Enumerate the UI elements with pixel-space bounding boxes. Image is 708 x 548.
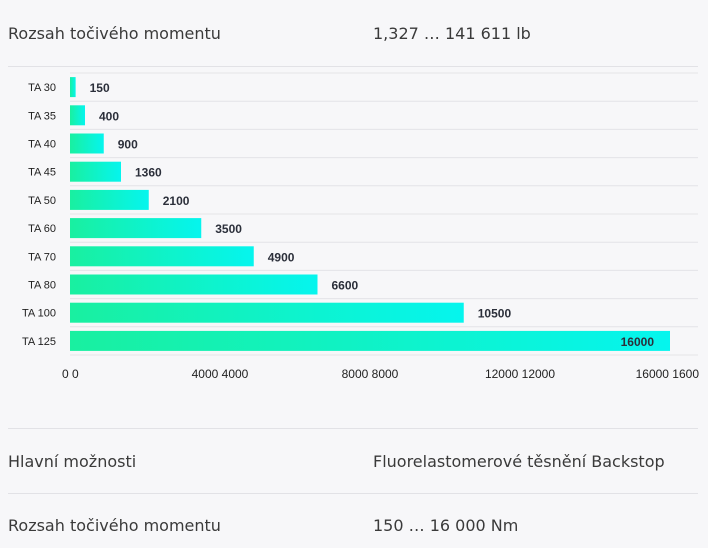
- torque-range-value-lb: 1,327 … 141 611 lb: [373, 24, 531, 43]
- bar-ta-125: [70, 330, 670, 351]
- category-label: TA 30: [28, 82, 56, 94]
- torque-range-value-nm: 150 … 16 000 Nm: [373, 516, 519, 535]
- bar-ta-30: [70, 77, 76, 98]
- data-label: 900: [118, 138, 138, 152]
- bar-ta-40: [70, 133, 104, 154]
- main-options-label: Hlavní možnosti: [8, 452, 137, 471]
- category-label: TA 80: [28, 280, 56, 292]
- divider-bottom: [8, 493, 698, 494]
- data-label: 1360: [135, 166, 162, 180]
- category-label: TA 125: [22, 336, 56, 348]
- torque-range-label-bottom: Rozsah točivého momentu: [8, 516, 221, 535]
- main-options-value: Fluorelastomerové těsnění Backstop: [373, 452, 665, 471]
- category-label: TA 35: [28, 110, 56, 122]
- torque-range-label: Rozsah točivého momentu: [8, 24, 221, 43]
- data-label: 10500: [478, 307, 512, 321]
- data-label: 400: [99, 109, 119, 123]
- x-tick-label: 4000 4000: [192, 367, 249, 381]
- category-label: TA 45: [28, 167, 56, 179]
- data-label: 16000: [621, 335, 655, 349]
- x-tick-label: 0 0: [62, 367, 79, 381]
- category-label: TA 70: [28, 251, 56, 263]
- divider-top: [8, 66, 698, 67]
- bar-ta-45: [70, 161, 121, 182]
- category-label: TA 50: [28, 195, 56, 207]
- x-tick-label: 16000 1600: [636, 367, 700, 381]
- data-label: 4900: [268, 250, 295, 264]
- x-tick-label: 12000 12000: [485, 367, 555, 381]
- category-label: TA 100: [22, 308, 56, 320]
- data-label: 2100: [163, 194, 190, 208]
- data-label: 6600: [332, 279, 359, 293]
- x-tick-label: 8000 8000: [342, 367, 399, 381]
- torque-bar-chart: TA 30 TA 35 TA 40 TA 45 TA 50 TA 60 TA 70 TA 80…: [22, 72, 700, 381]
- bar-ta-100: [70, 302, 464, 323]
- data-label: 150: [90, 81, 110, 95]
- divider-middle: [8, 428, 698, 429]
- bar-ta-70: [70, 246, 254, 267]
- data-label: 3500: [215, 222, 242, 236]
- bar-ta-35: [70, 105, 85, 126]
- category-label: TA 40: [28, 139, 56, 151]
- bar-ta-60: [70, 218, 202, 239]
- bar-ta-50: [70, 189, 149, 210]
- bar-ta-80: [70, 274, 318, 295]
- category-label: TA 60: [28, 223, 56, 235]
